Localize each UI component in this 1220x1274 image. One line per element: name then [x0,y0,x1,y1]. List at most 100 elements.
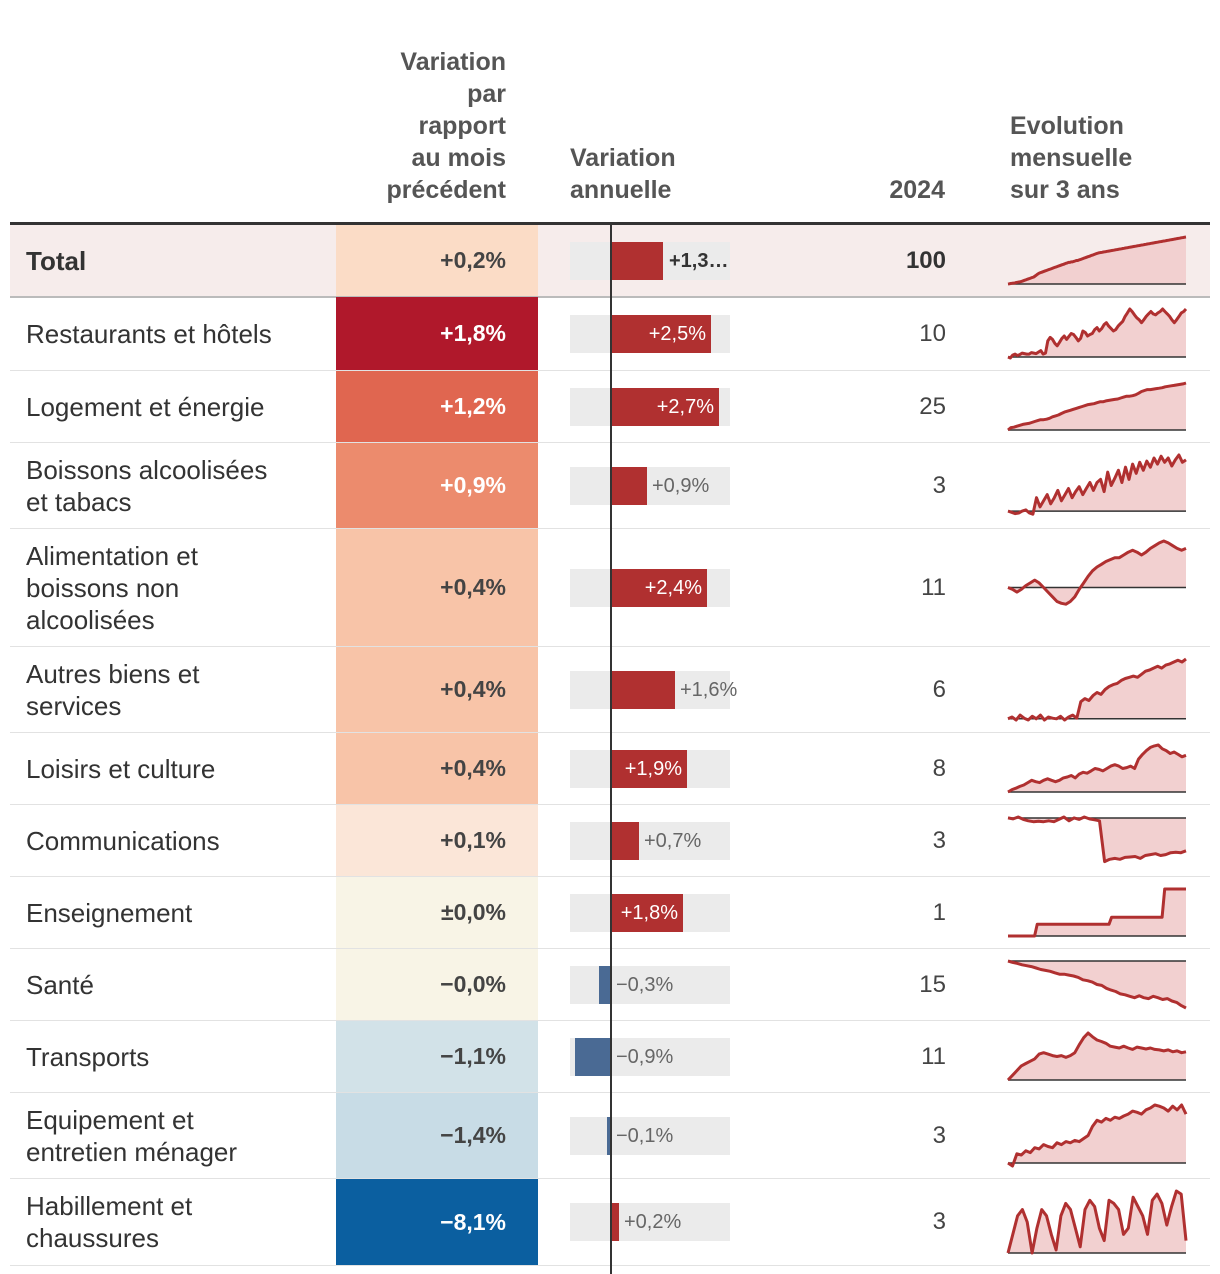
weight-2024: 3 [932,826,946,854]
sparkline [1006,1031,1187,1082]
weight-2024: 3 [932,1121,946,1149]
sparkline-area [1008,309,1186,358]
header-month-change-line-0: Variation [400,48,506,76]
row-label-line: Total [26,245,87,276]
header-annual-change-line-1: annuelle [570,176,672,204]
weight-2024: 11 [921,573,946,601]
row-label-line: Autres biens et [26,658,200,689]
month-change-cell: −0,0% [336,949,538,1020]
annual-bar [607,1117,611,1155]
month-change-cell: +1,8% [336,297,538,370]
sparkline-area [1008,659,1186,720]
row-label: Communications [26,805,326,876]
header-month-change-line-1: par [467,80,506,108]
annual-bar-label: +1,6% [680,679,738,701]
annual-bar-label: +2,4% [644,577,702,599]
table-row: Communications +0,1% +0,7% 3 [10,805,1210,877]
row-label: Logement et énergie [26,371,326,442]
row-label-line: Habillement et [26,1191,193,1221]
header-evolution-line-1: mensuelle [1010,144,1133,172]
annual-bar-track [570,822,730,860]
month-change-cell: −1,1% [336,1021,538,1092]
annual-bar [611,750,687,788]
annual-bar-label: +0,7% [644,830,702,852]
sparkline-line [1007,307,1188,360]
table-row: Loisirs et culture +0,4% +1,9% 8 [10,733,1210,805]
annual-bar-track [570,467,730,505]
sparkline-line [1008,887,1186,938]
sparkline [1007,815,1187,864]
row-label-line: chaussures [26,1223,159,1253]
row-label: Loisirs et culture [26,733,326,804]
sparkline [1006,1189,1188,1255]
weight-2024: 1 [932,898,946,926]
row-label-line: Equipement et [26,1104,194,1135]
weight-2024: 6 [932,675,946,703]
sparkline [1007,657,1187,722]
header-rule [10,222,1210,225]
sparkline [1007,381,1187,432]
weight-2024: 3 [932,1208,946,1235]
row-label-line: Loisirs et culture [26,753,216,784]
sparkline [1007,743,1187,794]
sparkline-line [1007,657,1187,722]
row-label-line: Transports [26,1041,150,1072]
annual-bar-label: −0,3% [616,974,674,996]
sparkline-area [1008,817,1186,862]
row-label-line: entretien ménager [26,1136,238,1167]
sparkline-line [1006,1031,1187,1082]
annual-bar [611,894,683,932]
weight-2024: 8 [932,754,946,782]
annual-bar [611,822,639,860]
row-label-line: Alimentation et [26,540,198,571]
table-row: Equipement et entretien ménager −1,4% −0,1%… [10,1093,1210,1179]
row-label-line: alcoolisées [26,604,155,635]
row-label-line: Enseignement [26,897,193,928]
row-label-line: Santé [26,969,94,1000]
table-row: Enseignement ±0,0% +1,8% 1 [10,877,1210,949]
annual-bar-label: +0,2% [624,1211,682,1233]
sparkline-area [1008,541,1186,605]
annual-bar-label: +1,3… [669,250,729,272]
annual-bar [611,671,675,709]
header-evolution-line-2: sur 3 ans [1010,176,1120,204]
annual-bar-track [570,1203,730,1241]
header-evolution: Evolution mensuelle sur 3 ans [1010,110,1132,206]
header-annual-change-line-0: Variation [570,144,676,172]
table-row: Autres biens et services +0,4% +1,6% 6 [10,647,1210,733]
month-change-cell: +1,2% [336,371,538,442]
annual-bar-label: −0,9% [616,1046,674,1068]
row-label: Equipement et entretien ménager [26,1093,326,1178]
month-change-cell: +0,4% [336,647,538,732]
annual-bar-label: +2,5% [648,323,706,345]
sparkline-line [1007,959,1187,1010]
annual-bar-label: +1,9% [624,758,682,780]
sparkline [1007,453,1187,516]
row-label: Santé [26,949,326,1020]
row-label-line: et tabacs [26,486,132,517]
sparkline-line [1007,1103,1188,1168]
sparkline [1007,539,1187,606]
month-change-cell: +0,2% [336,225,538,296]
header-month-change-line-2: rapport [418,112,507,140]
sparkline-line [1006,1189,1188,1255]
header-annual-change: Variation annuelle [570,142,676,206]
annual-bar [611,1203,619,1241]
sparkline-area [1008,1105,1186,1166]
row-label-line: Logement et énergie [26,391,265,422]
sparkline-area [1008,237,1186,284]
sparkline-area [1008,1033,1186,1080]
sparkline [1007,1103,1188,1168]
row-label: Habillement et chaussures [26,1179,326,1265]
annual-bar-label: +1,8% [620,902,678,924]
month-change-cell: +0,9% [336,443,538,528]
weight-2024: 25 [919,392,946,420]
weight-2024: 11 [921,1042,946,1070]
row-label: Boissons alcoolisées et tabacs [26,443,326,528]
sparkline-line [1007,539,1187,606]
annual-bar [599,966,611,1004]
month-change-cell: ±0,0% [336,877,538,948]
table-row: Boissons alcoolisées et tabacs +0,9% +0,9% 3 [10,443,1210,529]
header-month-change-line-4: précédent [386,176,506,204]
